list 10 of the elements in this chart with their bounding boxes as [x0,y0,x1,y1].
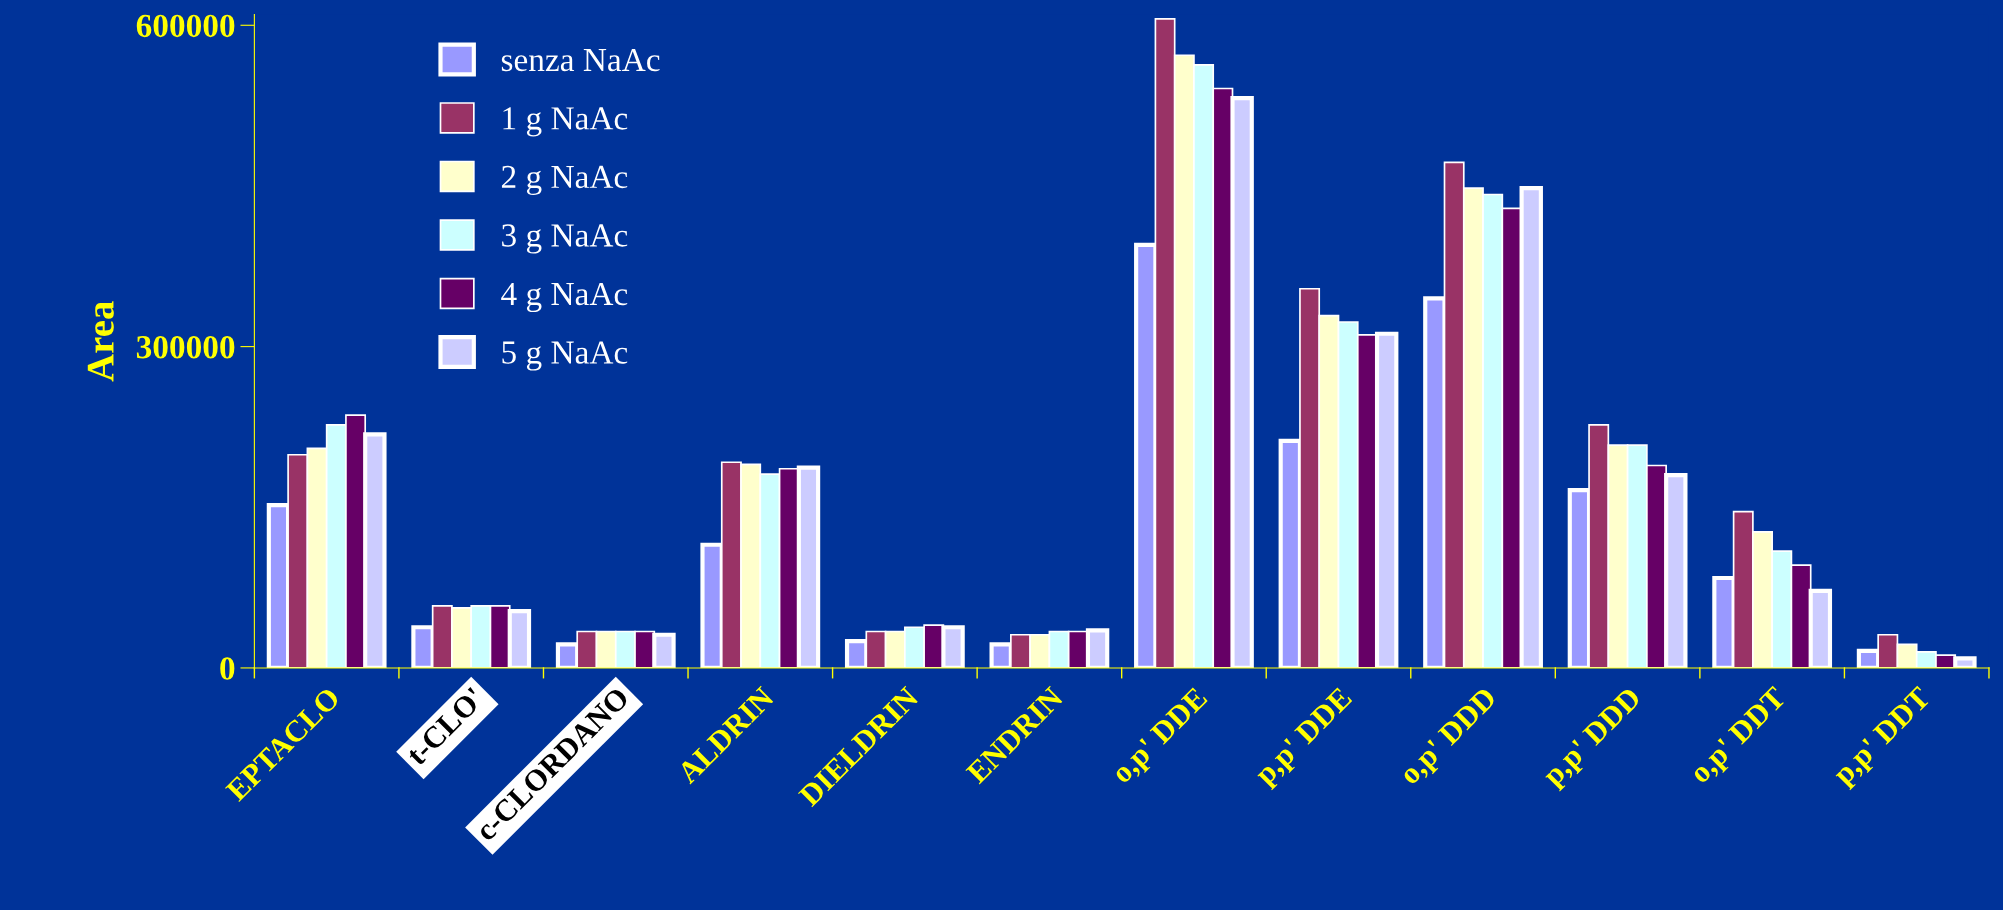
legend-label: 4 g NaAc [501,282,628,313]
y-tick-label: 300000 [136,336,235,359]
y-tick-label: 0 [220,657,235,680]
legend-label: senza NaAc [501,48,660,72]
legend-label: 5 g NaAc [502,341,628,371]
legend-label: 1 g NaAc [503,107,628,137]
y-tick-label: 600000 [136,14,235,38]
y-axis-title: Area [87,301,114,382]
legend-label: 3 g NaAc [502,224,628,254]
legend-label: 2 g NaAc [501,165,628,196]
